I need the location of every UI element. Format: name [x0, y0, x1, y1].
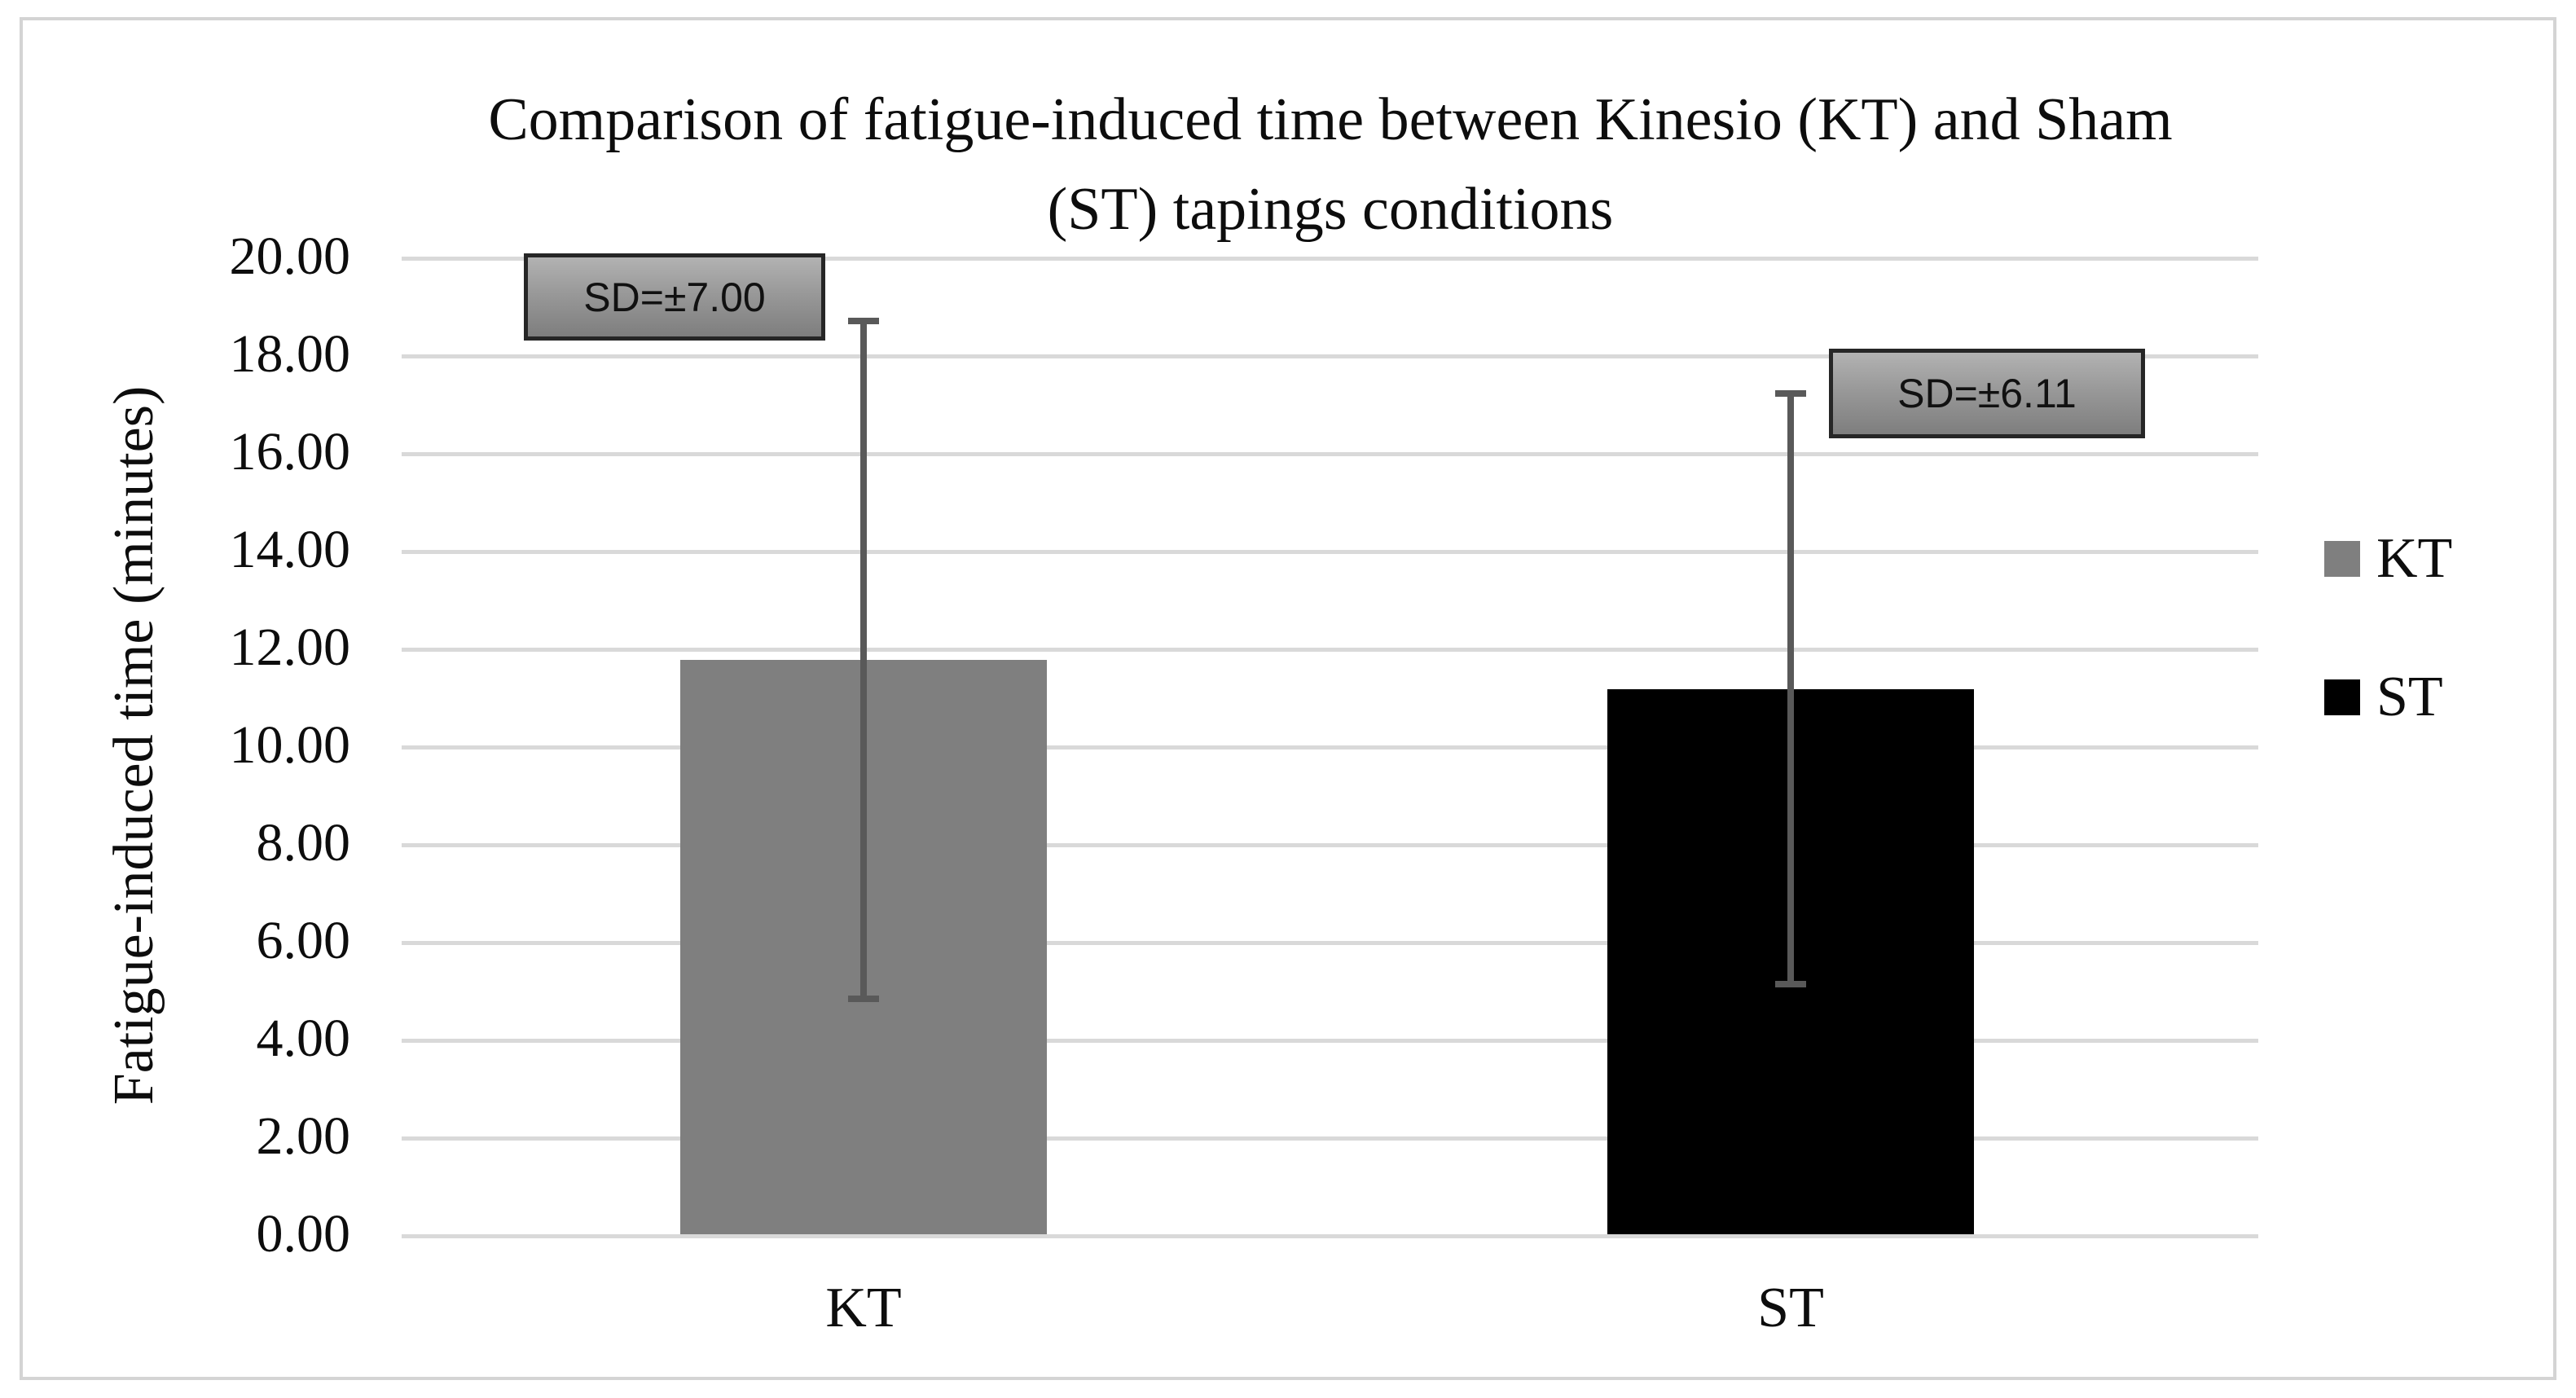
y-tick-label: 4.00 — [256, 1009, 351, 1068]
y-tick-label: 16.00 — [229, 422, 351, 481]
errorbar-st-cap-bottom — [1775, 981, 1806, 987]
errorbar-st — [1775, 390, 1806, 987]
errorbar-kt-cap-top — [848, 318, 879, 324]
chart-title-line1: Comparison of fatigue-induced time betwe… — [488, 86, 2173, 153]
sd-annotation-kt-text: SD=±7.00 — [583, 274, 766, 320]
errorbar-kt-cap-bottom — [848, 996, 879, 1002]
legend-item-st: ST — [2324, 662, 2443, 732]
chart-title-line2: (ST) tapings conditions — [1047, 176, 1614, 243]
x-category-label-st: ST — [1757, 1277, 1824, 1339]
errorbar-st-cap-top — [1775, 390, 1806, 397]
y-tick-label: 20.00 — [229, 226, 351, 286]
legend-item-kt: KT — [2324, 524, 2452, 594]
y-tick-label: 10.00 — [229, 715, 351, 775]
y-tick-label: 6.00 — [256, 911, 351, 970]
errorbar-st-stem — [1787, 390, 1794, 987]
y-tick-label: 14.00 — [229, 520, 351, 579]
errorbar-kt — [848, 318, 879, 1002]
x-category-label-kt: KT — [825, 1277, 902, 1339]
sd-annotation-kt: SD=±7.00 — [524, 253, 825, 341]
legend-marker — [2324, 541, 2360, 577]
y-tick-label: 0.00 — [256, 1204, 351, 1264]
legend-marker — [2324, 679, 2360, 715]
legend-label-kt: KT — [2376, 527, 2453, 590]
y-tick-label: 18.00 — [229, 324, 351, 384]
chart-title: Comparison of fatigue-induced time betwe… — [402, 75, 2259, 254]
errorbar-kt-stem — [860, 318, 867, 1002]
sd-annotation-st-text: SD=±6.11 — [1897, 371, 2077, 416]
sd-annotation-st: SD=±6.11 — [1829, 349, 2145, 438]
y-tick-label: 12.00 — [229, 618, 351, 677]
legend-label-st: ST — [2376, 666, 2443, 728]
y-tick-label: 2.00 — [256, 1106, 351, 1166]
y-tick-label: 8.00 — [256, 813, 351, 873]
